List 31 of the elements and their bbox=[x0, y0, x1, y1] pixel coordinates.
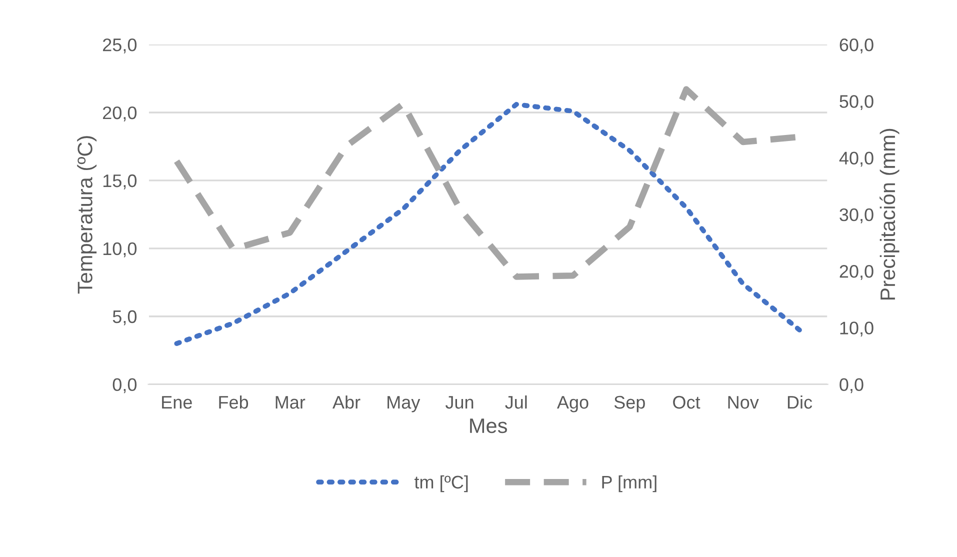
y2-tick-label: 40,0 bbox=[839, 152, 874, 167]
y2-tick-label: 20,0 bbox=[840, 265, 874, 280]
y-tick-label: 0,0 bbox=[112, 378, 137, 394]
x-tick-label: May bbox=[388, 396, 420, 412]
x-tick-label: Jul bbox=[505, 395, 527, 409]
x-tick-label: Ene bbox=[162, 396, 192, 409]
x-tick-label: Ago bbox=[556, 396, 588, 412]
x-tick-label: Abr bbox=[332, 395, 360, 409]
y-tick-label: 10,0 bbox=[103, 242, 137, 258]
y2-tick-label: 30,0 bbox=[840, 208, 874, 224]
x-tick-label: Nov bbox=[728, 396, 759, 409]
y-tick-label: 25,0 bbox=[102, 38, 137, 54]
x-tick-label: Sep bbox=[614, 396, 645, 412]
y2-tick-label: 0,0 bbox=[840, 378, 864, 394]
x-tick-label: Feb bbox=[219, 395, 248, 409]
y2-tick-label: 60,0 bbox=[840, 38, 874, 54]
legend-label: tm [ºC] bbox=[414, 475, 468, 492]
line-series bbox=[174, 102, 802, 346]
y-axis-title: Temperatura (ºC) bbox=[77, 136, 97, 294]
x-tick-label: Jun bbox=[445, 396, 474, 409]
y-tick-label: 5,0 bbox=[112, 310, 137, 326]
y2-axis-title: Precipitación (mm) bbox=[880, 128, 900, 300]
x-axis-title: Mes bbox=[470, 418, 507, 434]
y2-tick-label: 10,0 bbox=[840, 322, 874, 337]
x-tick-label: Dic bbox=[788, 395, 812, 409]
y-tick-label: 15,0 bbox=[103, 174, 137, 190]
y-tick-label: 20,0 bbox=[102, 106, 137, 122]
x-tick-label: Mar bbox=[276, 396, 306, 409]
x-tick-label: Oct bbox=[673, 396, 700, 409]
y2-tick-label: 50,0 bbox=[840, 95, 874, 110]
legend-label: P [mm] bbox=[602, 475, 656, 492]
